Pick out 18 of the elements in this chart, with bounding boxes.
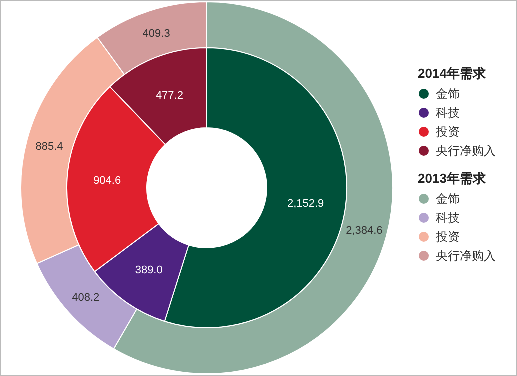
legend-label: 科技: [436, 106, 460, 120]
legend-label: 金饰: [436, 87, 460, 101]
data-label: 408.2: [72, 292, 100, 304]
data-label: 885.4: [36, 140, 64, 153]
legend-label: 央行净购入: [436, 249, 496, 263]
data-label: 389.0: [135, 264, 163, 277]
data-label: 2,152.9: [287, 198, 324, 210]
data-label: 2,384.6: [346, 225, 383, 238]
legend-label: 央行净购入: [436, 144, 496, 158]
legend-title: 2014年需求: [418, 66, 487, 81]
legend-label: 金饰: [436, 192, 460, 206]
legend-title: 2013年需求: [418, 171, 487, 186]
data-label: 904.6: [94, 174, 122, 187]
legend-label: 科技: [436, 211, 460, 225]
data-label: 477.2: [156, 90, 184, 102]
legend-label: 投资: [435, 230, 460, 244]
legend-label: 投资: [435, 125, 460, 139]
data-label: 409.3: [142, 28, 170, 40]
